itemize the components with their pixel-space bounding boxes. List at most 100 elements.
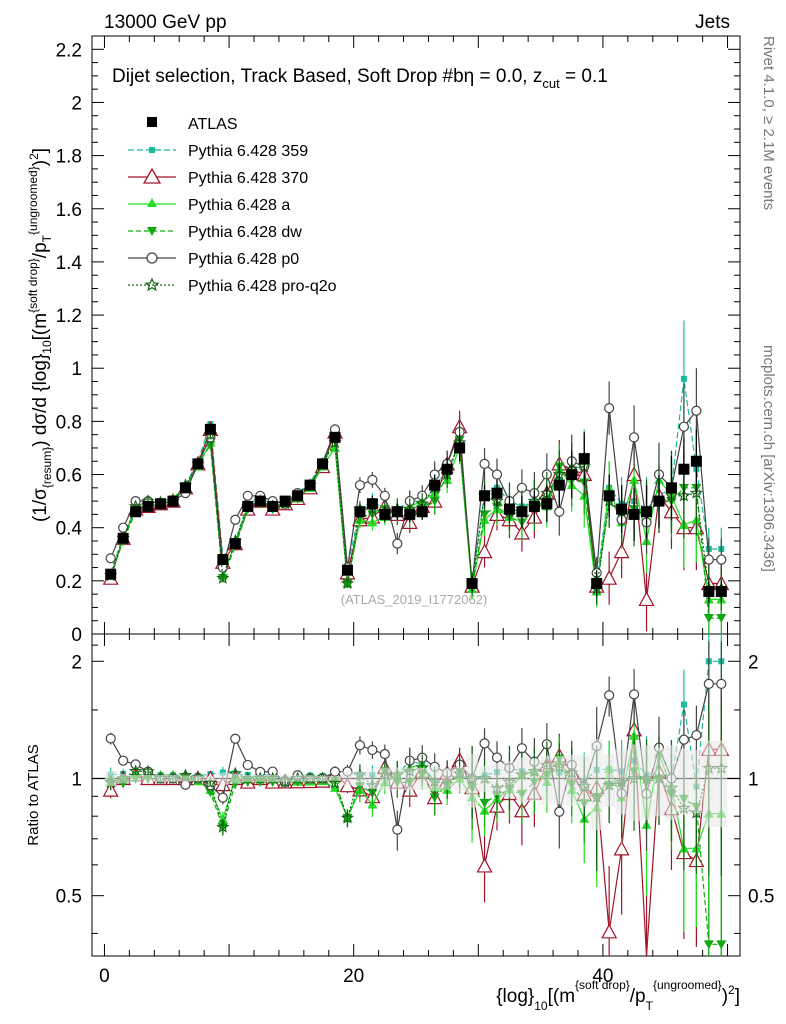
point-pp0 [242,490,253,501]
ratio-point-pp0 [628,689,640,700]
x-tick-label: 20 [343,966,364,987]
ratio-band-atlas [353,771,366,786]
ratio-band-atlas [266,774,279,783]
x-tick-label: 0 [99,966,110,987]
legend-label-dw: Pythia 6.428 dw [188,224,302,241]
ratio-tick-label-right: 1 [748,769,759,790]
ratio-band-atlas [640,745,653,820]
legend-entry-atlas: ATLAS [147,116,238,133]
point-atlas [528,500,540,512]
point-atlas [229,538,241,550]
point-pp0 [105,553,116,564]
rivet-label: Rivet 4.1.0, ≥ 2.1M events [760,36,777,210]
point-atlas [491,487,503,499]
point-atlas [317,458,329,470]
ratio-band-atlas [179,775,192,782]
ratio-point-pq2o [141,764,155,778]
ratio-band-atlas [341,771,354,786]
point-atlas [179,482,191,494]
ratio-point-pp0 [118,755,129,766]
legend-entry-q2o: Pythia 6.428 pro-q2o [128,277,337,295]
point-atlas [603,490,615,502]
ratio-point-p370 [601,923,618,939]
ratio-point-pp0 [716,678,727,689]
ratio-point-pq2o [203,775,218,789]
ratio-tick-label-right: 2 [748,652,759,673]
ratio-point-pp0 [392,824,403,835]
ratio-band-atlas [690,749,703,813]
ratio-point-p370 [613,840,630,856]
legend-entry-p0: Pythia 6.428 p0 [128,251,299,268]
y-tick-label: 1.6 [56,200,82,221]
ratio-band-atlas [191,775,204,782]
series-line-p359 [110,378,722,584]
ratio-band-atlas [441,767,454,790]
point-atlas [155,498,167,510]
ratio-band-atlas [702,740,715,828]
point-atlas [616,503,628,515]
svg-text:{log}10[(m{soft drop}/pT{ungro: {log}10[(m{soft drop}/pT{ungroomed})2] [496,978,740,1013]
ratio-band-atlas [491,763,503,796]
point-atlas [454,442,466,454]
ratio-band-atlas [553,755,566,805]
point-atlas [441,463,453,475]
ratio-point-pdw [703,940,714,950]
point-atlas [516,506,528,518]
point-atlas [391,506,403,518]
ratio-band-atlas [154,775,167,782]
point-pp0 [118,522,129,533]
axes-layer: 0 20 40 0 0.2 0.4 0.6 0.8 1 1.2 1.4 1.6 1.8 2 2.2 0.5 0.… [56,35,774,987]
point-atlas [678,463,690,475]
ratio-band-atlas [142,774,155,783]
point-pa [330,442,340,452]
ratio-point-pp0 [604,690,615,701]
ratio-band-atlas [291,775,304,782]
point-pp0 [691,405,702,416]
ratio-band-atlas [329,776,341,781]
legend-entry-370: Pythia 6.428 370 [128,167,308,187]
y-tick-label: 0 [71,625,82,646]
point-atlas [217,554,229,566]
ratio-point-pp0 [329,766,341,777]
y-axis-title: (1/σ{resum}) dσ/d {log}10[(m{soft drop}/… [26,148,54,522]
ratio-point-pp0 [678,734,690,745]
y-tick-label: 0.2 [56,572,82,593]
ratio-band-atlas [428,766,441,792]
y-tick-label: 0.8 [56,412,82,433]
point-atlas [466,578,478,590]
header-energy: 13000 GeV pp [104,12,227,33]
ratio-point-pp0 [379,748,390,760]
ratio-y-axis-title: Ratio to ATLAS [25,744,42,845]
header-jets: Jets [695,12,730,33]
ratio-band-atlas [129,774,142,783]
ratio-point-pp0 [491,752,503,763]
point-atlas [641,506,653,518]
y-tick-label: 2.2 [56,40,82,61]
point-atlas [267,500,279,512]
point-atlas [578,453,590,465]
ratio-band-atlas [304,775,317,782]
ratio-band-atlas [715,740,728,828]
ratio-point-pp0 [479,738,490,749]
ratio-band-atlas [279,775,292,782]
ratio-point-p359 [680,701,687,708]
point-atlas [404,508,416,520]
ratio-point-pdw [429,793,440,803]
ratio-band-atlas [453,766,466,792]
y-tick-label: 2 [71,93,82,114]
point-atlas [242,500,254,512]
ratio-band-atlas [665,745,678,821]
series-line-pq2o [110,434,722,590]
ratio-point-pp0 [105,733,116,744]
ratio-band-atlas [590,738,603,831]
legend-marker-atlas [147,117,157,127]
ratio-point-pq2o [216,820,230,833]
point-atlas [665,482,677,494]
legend-marker-a [147,198,157,207]
ratio-band-atlas [366,768,379,790]
point-atlas [192,458,204,470]
y-tick-label: 1 [71,359,82,380]
x-tick-label: 40 [592,966,613,987]
point-atlas [479,490,491,502]
